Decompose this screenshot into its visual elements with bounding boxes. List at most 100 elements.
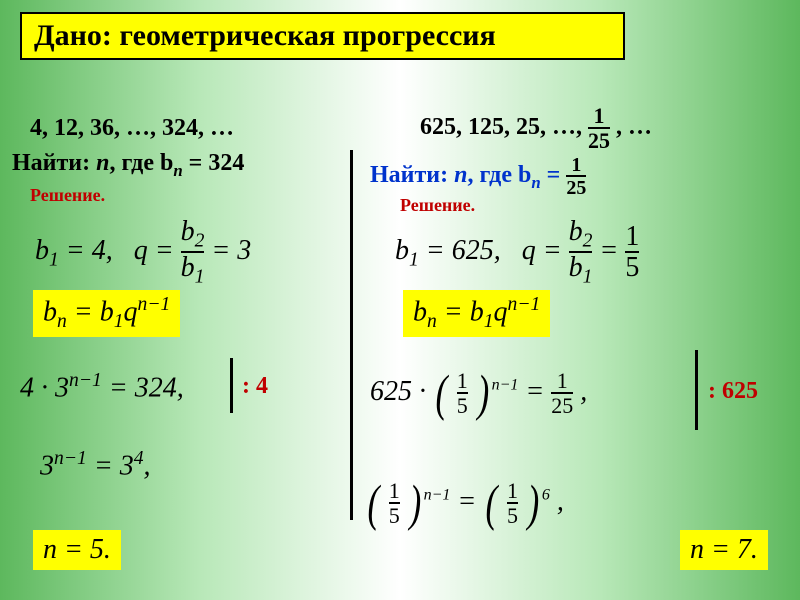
f1-eq2: = 3 xyxy=(211,235,251,266)
left-op1: : 4 xyxy=(242,373,268,400)
fbn-eq: = b xyxy=(67,296,114,327)
rf4-frac2: 1 5 xyxy=(507,480,518,527)
rf4-n2: 1 xyxy=(507,480,518,502)
rf1-bs: 1 xyxy=(409,250,419,271)
rf1-rn: 1 xyxy=(625,223,639,251)
right-f4: ( 1 5 )n−1 = ( 1 5 )6 , xyxy=(365,480,564,527)
f4-e1: n−1 xyxy=(54,448,87,469)
f4-eq: = 3 xyxy=(87,450,134,481)
left-f1: b1 = 4, q = b2 b1 = 3 xyxy=(35,218,251,287)
rf4-e1: n−1 xyxy=(424,487,451,504)
f1-eq1: = 4, xyxy=(59,235,113,266)
f4-e2: 4 xyxy=(134,448,144,469)
fbn-exp: n−1 xyxy=(138,294,171,315)
left-f4: 3n−1 = 34, xyxy=(40,448,151,482)
left-solution-label: Решение. xyxy=(30,185,105,206)
right-formula-bn: bn = b1qn−1 xyxy=(403,290,550,337)
f3-exp: n−1 xyxy=(69,370,102,391)
rf3-rd: 25 xyxy=(551,392,573,417)
rf-frac: 1 25 xyxy=(566,155,586,198)
rf-mid: , где b xyxy=(467,162,531,188)
rf1-ns: 2 xyxy=(583,231,593,252)
p4r2: ) xyxy=(528,483,540,523)
rfbn-eq: = b xyxy=(437,296,484,327)
find-sub: n xyxy=(173,161,182,180)
right-sequence: 625, 125, 25, …, 1 25 , … xyxy=(420,105,652,152)
left-formula-bn: bn = b1qn−1 xyxy=(33,290,180,337)
rfbn-1: 1 xyxy=(484,311,494,332)
rf3-rn: 1 xyxy=(551,370,573,392)
fbn-q: q xyxy=(124,296,138,327)
den-b: b xyxy=(181,252,195,283)
rf1-rfrac: 1 5 xyxy=(625,223,639,282)
rans: n = 7. xyxy=(690,534,758,565)
rf4-c: , xyxy=(557,486,564,517)
p4l: ( xyxy=(368,483,380,523)
rf-den: 25 xyxy=(566,175,586,198)
rfbn-exp: n−1 xyxy=(508,294,541,315)
rfbn-b: b xyxy=(413,296,427,327)
rf3-d: 5 xyxy=(457,392,468,417)
num-b: b xyxy=(181,216,195,247)
rf1-ds: 1 xyxy=(583,267,593,288)
left-f3: 4 · 3n−1 = 324, xyxy=(20,370,184,404)
rf3-c: , xyxy=(580,376,587,407)
rf-var: n xyxy=(454,162,467,188)
fbn-sub: n xyxy=(57,311,67,332)
fbn-1: 1 xyxy=(114,311,124,332)
f3-eq: = 324, xyxy=(102,372,184,403)
title-text: Дано: геометрическая прогрессия xyxy=(34,19,496,53)
find-mid: , где b xyxy=(109,150,173,176)
right-f3: 625 · ( 1 5 )n−1 = 1 25 , xyxy=(370,370,587,417)
rf-eq: = xyxy=(541,162,567,188)
paren-l: ( xyxy=(436,373,448,413)
rf1-db: b xyxy=(569,252,583,283)
find-prefix: Найти: xyxy=(12,150,96,176)
seq-num: 1 xyxy=(588,105,610,127)
paren-r: ) xyxy=(477,373,489,413)
left-find: Найти: n, где bn = 324 xyxy=(12,150,244,181)
den-sub: 1 xyxy=(195,267,205,288)
seq-pre: 625, 125, 25, …, xyxy=(420,114,588,140)
rf-prefix: Найти: xyxy=(370,162,454,188)
rf-sub: n xyxy=(531,173,540,192)
rf1-nb: b xyxy=(569,216,583,247)
p4l2: ( xyxy=(486,483,498,523)
fbn-b: b xyxy=(43,296,57,327)
rf3-rfrac: 1 25 xyxy=(551,370,573,417)
right-solution-label: Решение. xyxy=(400,195,475,216)
right-find: Найти: n, где bn = 1 25 xyxy=(370,155,586,198)
right-small-divider xyxy=(695,350,698,430)
num-sub: 2 xyxy=(195,231,205,252)
f4-c: , xyxy=(144,450,151,481)
find-eq: = 324 xyxy=(183,150,245,176)
rfbn-q: q xyxy=(494,296,508,327)
rf1-eq1: = 625, xyxy=(419,235,501,266)
right-answer: n = 7. xyxy=(680,530,768,570)
f1-b1sub: 1 xyxy=(49,250,59,271)
rf-num: 1 xyxy=(566,155,586,175)
right-f1: b1 = 625, q = b2 b1 = 1 5 xyxy=(395,218,639,287)
rf4-eq: = xyxy=(457,486,483,517)
right-op1: : 625 xyxy=(708,378,758,405)
rf3-frac: 1 5 xyxy=(457,370,468,417)
ans-text: n = 5. xyxy=(43,534,111,565)
left-answer: n = 5. xyxy=(33,530,121,570)
rf1-q: q = xyxy=(522,235,569,266)
rfbn-s: n xyxy=(427,311,437,332)
title-box: Дано: геометрическая прогрессия xyxy=(20,12,625,60)
find-var: n xyxy=(96,150,109,176)
rf4-e2: 6 xyxy=(542,487,550,504)
left-sequence: 4, 12, 36, …, 324, … xyxy=(30,115,234,142)
rf4-d: 5 xyxy=(389,502,400,527)
f1-b1: b xyxy=(35,235,49,266)
center-divider xyxy=(350,150,353,520)
p4r: ) xyxy=(409,483,421,523)
f1-frac: b2 b1 xyxy=(181,218,205,287)
rf1-b: b xyxy=(395,235,409,266)
f4-b: 3 xyxy=(40,450,54,481)
seq-post: , … xyxy=(616,114,652,140)
left-small-divider xyxy=(230,358,233,413)
rf1-eq2: = xyxy=(599,235,625,266)
rf3-exp: n−1 xyxy=(492,377,519,394)
